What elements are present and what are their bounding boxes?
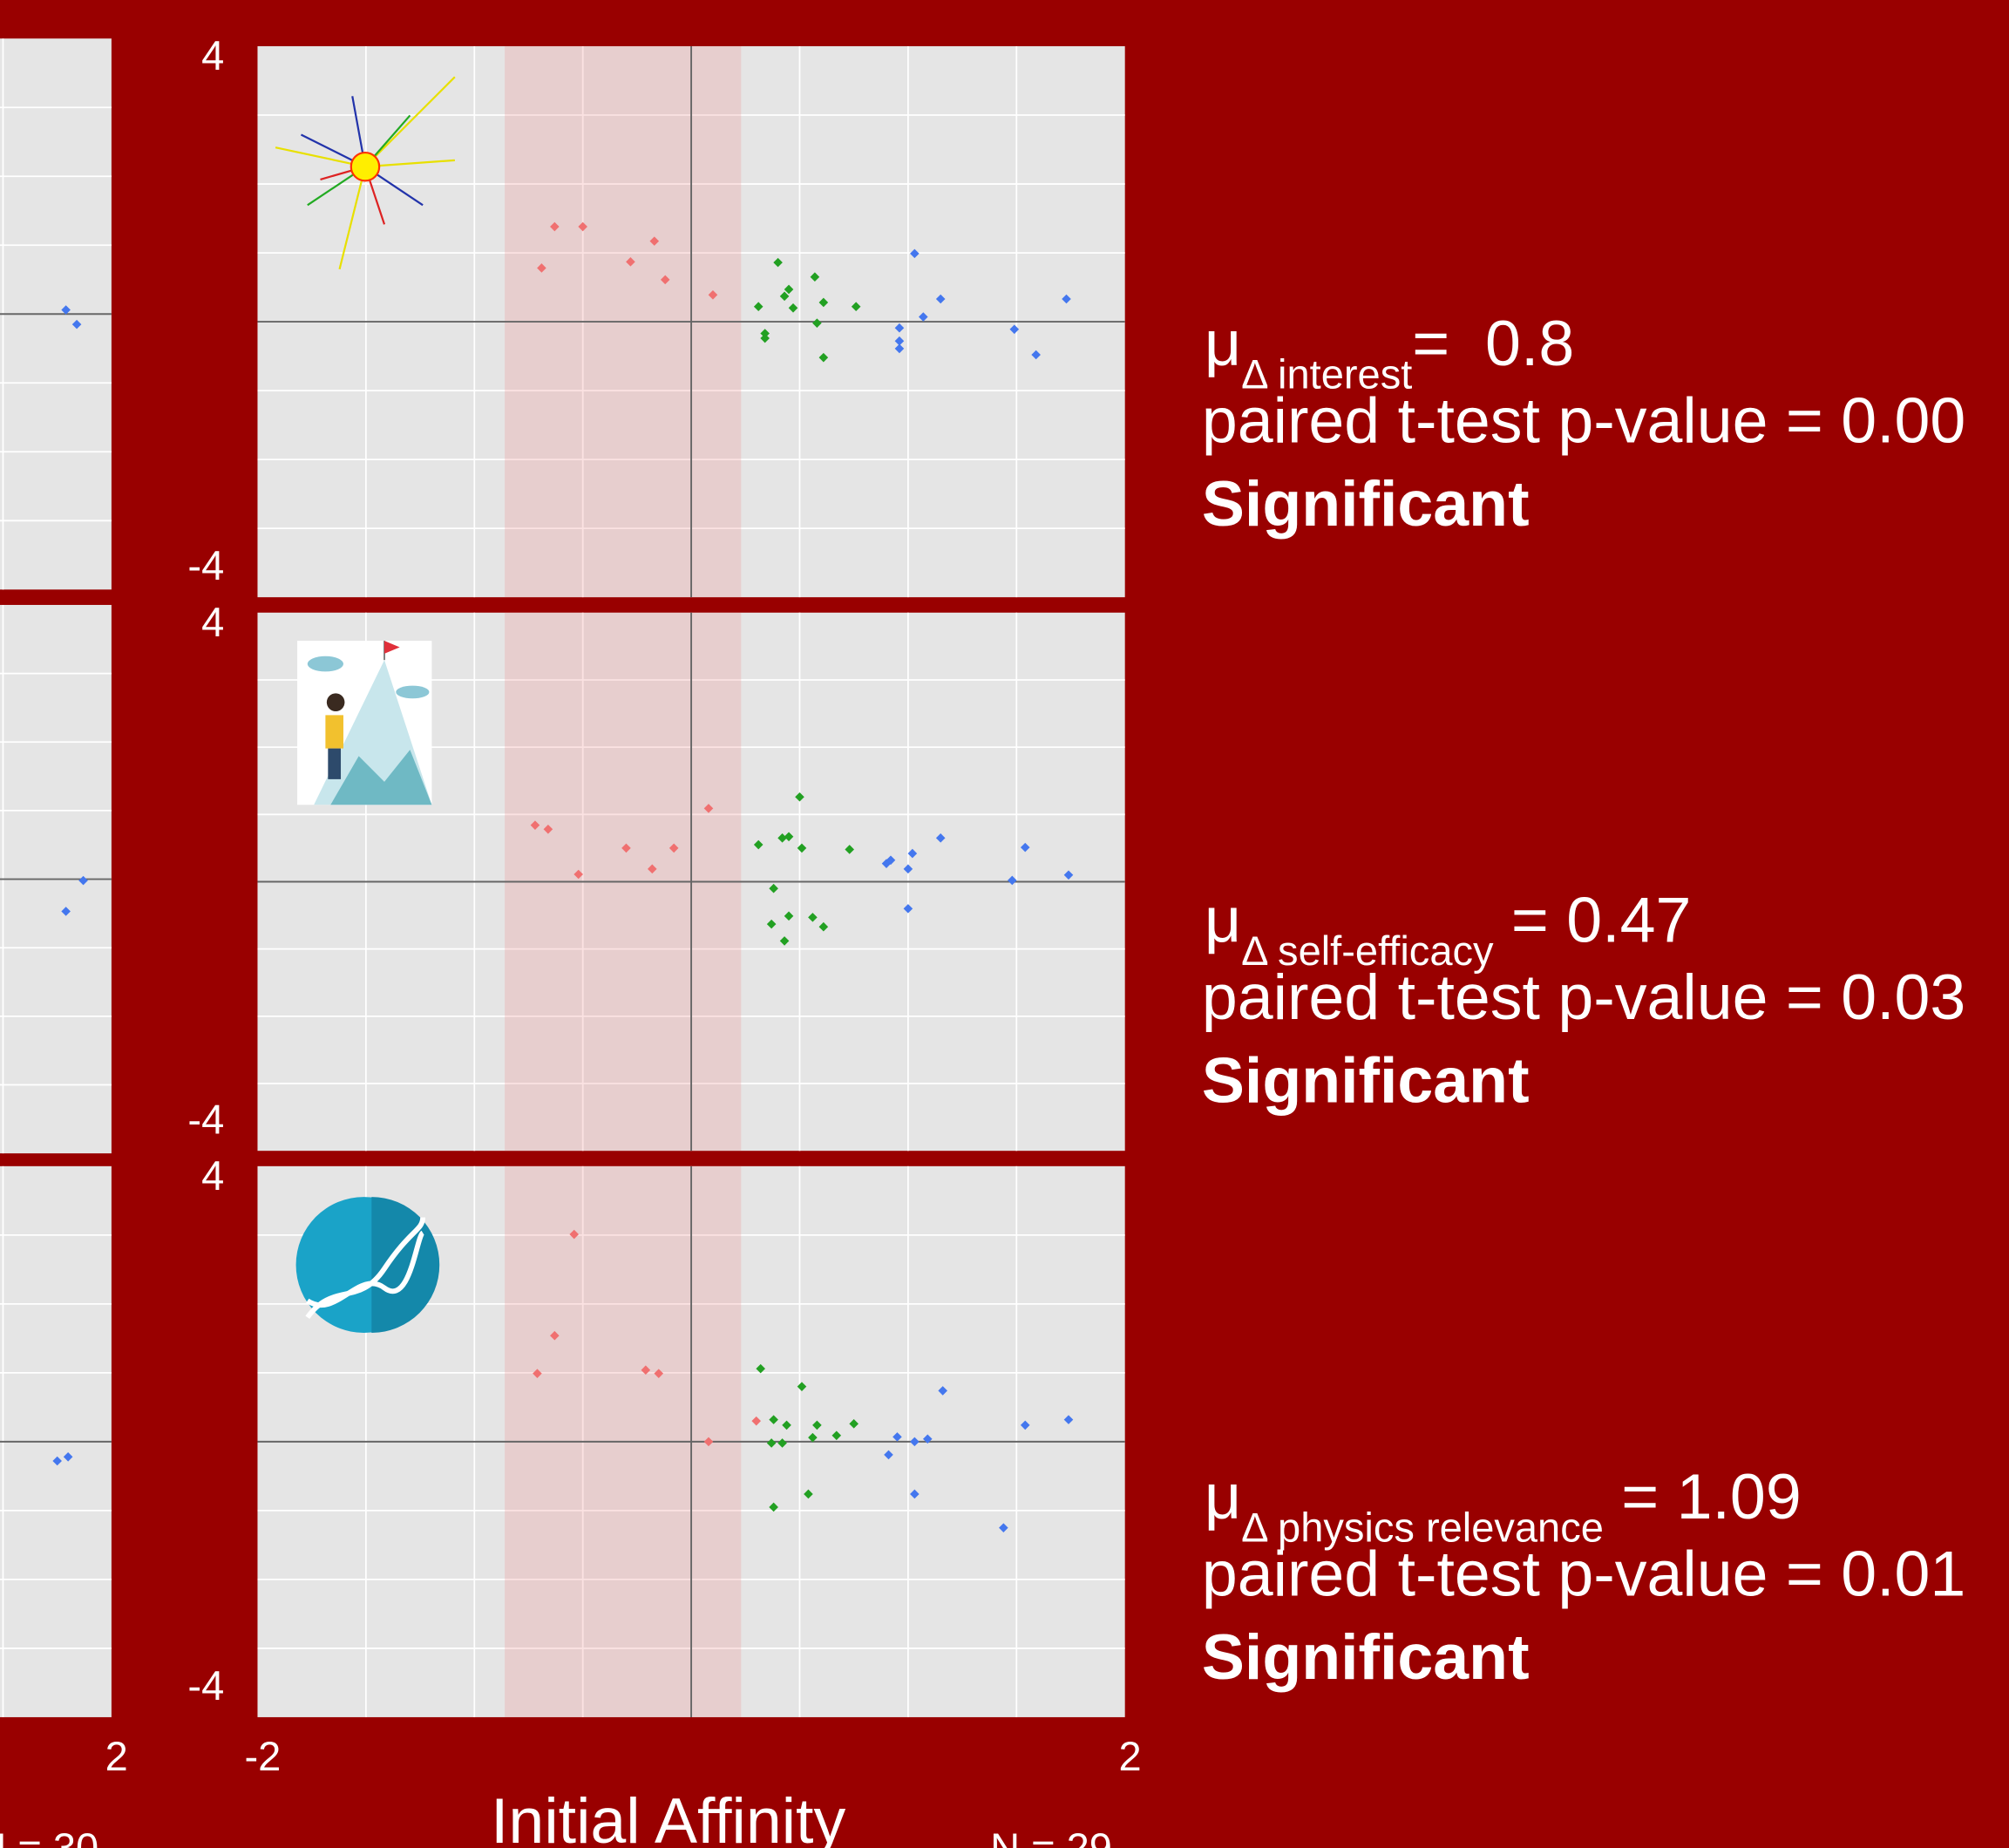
y-tick-label: 4 [201, 32, 224, 78]
climber-icon [297, 641, 431, 805]
significance: Significant [1202, 467, 1530, 540]
mean-value: = 0.8 [1412, 307, 1574, 379]
test-result: paired t-test p-value = 0.03 [1202, 961, 1965, 1033]
mean-value: = 0.47 [1494, 884, 1692, 956]
sample-size-note: N = 29 [990, 1824, 1112, 1848]
y-tick-label: -4 [187, 1662, 224, 1709]
chart [0, 38, 112, 589]
mean-symbol: μ [1205, 1460, 1241, 1532]
y-tick-label: 4 [201, 1152, 224, 1199]
x-tick-label: 2 [1118, 1733, 1141, 1779]
dna-icon [296, 1197, 440, 1333]
y-tick-label: -4 [187, 1096, 224, 1142]
test-result: paired t-test p-value = 0.00 [1202, 384, 1965, 456]
y-tick-label: 4 [201, 599, 224, 645]
x-tick-label: -2 [244, 1733, 281, 1779]
x-axis-label: Initial Affinity [491, 1784, 845, 1848]
sample-size-note: N = 30 [0, 1824, 98, 1848]
x-tick-label: 2 [105, 1733, 128, 1779]
significance: Significant [1202, 1620, 1530, 1693]
y-tick-label: -4 [187, 542, 224, 588]
significance: Significant [1202, 1043, 1530, 1116]
poster: -44μΔ interest= 0.8paired t-test p-value… [0, 0, 2009, 1848]
mean-symbol: μ [1205, 884, 1241, 956]
test-result: paired t-test p-value = 0.01 [1202, 1537, 1965, 1609]
mean-value: = 1.09 [1604, 1460, 1802, 1532]
chart [0, 605, 112, 1153]
mean-symbol: μ [1205, 307, 1241, 379]
